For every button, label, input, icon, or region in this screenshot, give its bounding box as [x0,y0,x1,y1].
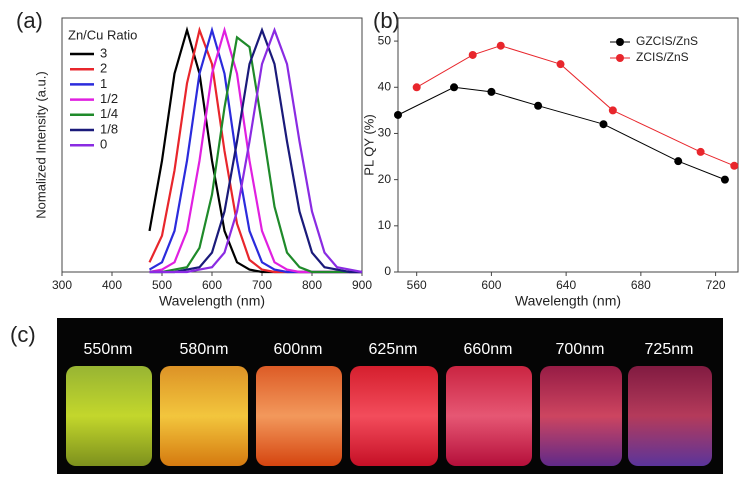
data-point [487,87,496,96]
data-point [730,161,739,170]
vial-label: 660nm [464,341,513,358]
panel-label: (c) [10,322,36,347]
x-tick-label: 800 [302,278,322,292]
x-tick-label: 500 [152,278,172,292]
spectrum-line [148,26,362,274]
vial-label: 625nm [369,341,418,358]
vial-label: 550nm [84,341,133,358]
x-tick-label: 600 [481,278,501,292]
y-axis-label: PL QY (%) [361,114,376,175]
x-tick-label: 560 [407,278,427,292]
x-tick-label: 300 [52,278,72,292]
x-tick-label: 680 [631,278,651,292]
spectrum-line [148,26,362,274]
legend-label: 3 [100,45,107,60]
data-point [534,101,543,110]
legend-label: 1/4 [100,106,118,121]
y-axis-label: Nomalized Intensity (a.u.) [33,71,48,218]
vial [540,366,622,466]
legend-marker [616,38,624,46]
x-tick-label: 720 [706,278,726,292]
spectrum-line [149,26,362,274]
x-tick-label: 700 [252,278,272,292]
y-tick-label: 50 [378,33,392,47]
x-tick-label: 600 [202,278,222,292]
data-point [496,41,505,50]
vial [446,366,532,466]
vial [350,366,438,466]
legend-marker [616,54,624,62]
vial-label: 725nm [645,341,694,358]
legend-title: Zn/Cu Ratio [68,27,137,42]
photo [57,318,723,474]
vial-label: 580nm [180,341,229,358]
y-tick-label: 40 [378,79,392,93]
panel-label: (b) [373,8,400,33]
legend-label: GZCIS/ZnS [636,34,698,48]
plot-frame [397,17,739,273]
x-tick-label: 640 [556,278,576,292]
vial-label: 700nm [556,341,605,358]
data-point [394,110,402,119]
y-tick-label: 10 [378,218,392,232]
data-point [450,83,459,92]
data-point [599,120,608,129]
legend-label: ZCIS/ZnS [636,50,689,64]
vial [160,366,248,466]
data-point [696,147,705,156]
data-point [720,175,729,184]
legend-label: 1 [100,76,107,91]
spectrum-line [148,26,362,274]
vial-label: 600nm [274,341,323,358]
data-point [412,83,421,92]
x-tick-label: 400 [102,278,122,292]
y-tick-label: 0 [384,264,391,278]
legend-label: 2 [100,61,107,76]
x-tick-label: 900 [352,278,372,292]
y-tick-label: 20 [378,172,392,186]
spectrum-line [149,35,362,274]
spectrum-line [149,26,362,274]
vial [628,366,712,466]
x-axis-label: Wavelength (nm) [515,293,621,309]
data-point [608,106,617,115]
spectrum-line [149,26,363,274]
data-point [556,60,565,69]
legend-label: 0 [100,137,107,152]
x-axis-label: Wavelength (nm) [159,293,265,309]
panel-label: (a) [16,8,43,33]
y-tick-label: 30 [378,126,392,140]
series-line [397,86,726,181]
legend-label: 1/2 [100,91,118,106]
legend-label: 1/8 [100,121,118,136]
vial [256,366,342,466]
data-point [674,157,683,166]
vial [66,366,152,466]
data-point [468,50,477,59]
